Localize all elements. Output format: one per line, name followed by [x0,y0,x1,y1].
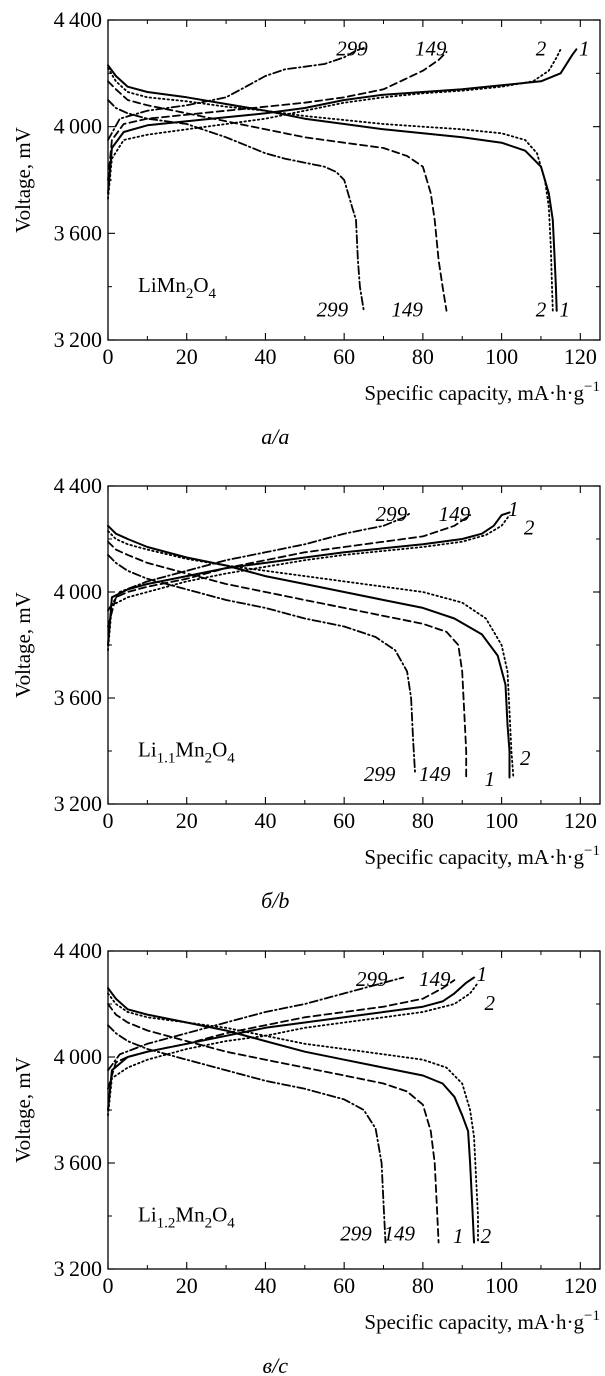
x-tick-label: 40 [254,344,276,369]
series-1-discharge-line [107,524,511,779]
series-2-discharge-line [107,992,479,1244]
series-149-discharge-line [107,540,468,779]
x-tick-label: 20 [176,808,198,833]
material-label: Li1.2Mn2O4 [138,1202,235,1231]
y-tick-label: 3 200 [54,791,102,816]
series-299-discharge-line [107,1024,387,1244]
y-tick-label: 4 400 [54,473,102,498]
x-tick-label: 60 [333,344,355,369]
series-1-discharge-line [107,987,475,1244]
x-tick-label: 80 [412,344,434,369]
curve-label-2-bottom: 2 [536,298,547,322]
series-149-discharge-line [107,1003,440,1244]
series-299-charge-line [107,47,365,141]
x-tick-label: 100 [485,344,518,369]
y-tick-label: 4 400 [54,7,102,32]
curve-label-1-top: 1 [477,962,488,986]
x-tick-label: 120 [564,344,597,369]
curve-label-149-top: 149 [439,502,471,526]
series-1-charge-line [107,48,578,195]
x-tick-label: 0 [103,1273,114,1298]
x-tick-label: 20 [176,344,198,369]
x-axis-label: Specific capacity, mA·h·g−1 [364,1308,600,1334]
panel-caption: в/c [263,1353,289,1376]
chart-panel-2: 0 20 40 60 80 100 120 3 200 3 600 4 000 4 400 Volta… [11,473,601,913]
series-149-discharge-line [107,80,448,312]
curve-label-299-top: 299 [336,36,368,60]
curve-label-2-top: 2 [485,991,496,1015]
y-tick-label: 4 000 [54,1044,102,1069]
curve-label-1-top: 1 [508,497,519,521]
y-tick-label: 4 000 [54,114,102,139]
series-149-charge-line [107,514,471,628]
series-299-charge-line [107,511,412,612]
curve-label-299-bottom: 299 [364,762,396,786]
series-299-discharge-line [107,99,365,312]
curve-label-149-bottom: 149 [391,298,423,322]
curve-label-299-bottom: 299 [340,1222,372,1246]
series-1-discharge-line [107,64,558,312]
x-tick-label: 80 [412,808,434,833]
series-299-discharge-line [107,554,416,774]
curve-label-299-top: 299 [356,967,388,991]
series-149-charge-line [107,51,448,181]
series-2-discharge-line [107,530,515,779]
series-2-charge-line [107,981,479,1117]
x-tick-label: 80 [412,1273,434,1298]
y-tick-label: 4 000 [54,579,102,604]
curve-label-1-top: 1 [579,36,590,60]
material-label: LiMn2O4 [138,273,217,302]
x-tick-label: 0 [103,808,114,833]
curve-label-1-bottom: 1 [559,298,570,322]
x-axis-label: Specific capacity, mA·h·g−1 [364,379,600,405]
series-1-charge-line [107,976,475,1111]
curve-label-2-bottom: 2 [520,746,531,770]
material-label: Li1.1Mn2O4 [138,737,235,766]
y-tick-label: 3 600 [54,685,102,710]
x-tick-label: 120 [564,808,597,833]
series-149-charge-line [107,979,456,1090]
curve-label-2-top: 2 [536,36,547,60]
series-1-charge-line [107,511,511,646]
y-tick-label: 4 400 [54,938,102,963]
curve-label-299-top: 299 [376,502,408,526]
curve-label-149-bottom: 149 [384,1222,416,1246]
x-tick-label: 60 [333,808,355,833]
x-tick-label: 0 [103,344,114,369]
series-2-charge-line [107,514,511,652]
x-axis-label: Specific capacity, mA·h·g−1 [364,843,600,869]
x-tick-label: 40 [254,808,276,833]
x-tick-label: 40 [254,1273,276,1298]
series-2-charge-line [107,48,562,200]
x-tick-label: 60 [333,1273,355,1298]
chart-panel-1: 0 20 40 60 80 100 120 3 200 3 600 4 000 4 400 Volta… [11,7,601,449]
series-299-charge-line [107,976,405,1072]
y-tick-label: 3 200 [54,327,102,352]
curve-label-149-top: 149 [415,36,447,60]
panel-caption: a/a [261,424,289,449]
chart-panel-3: 0 20 40 60 80 100 120 3 200 3 600 4 000 4 400 Volta… [11,938,601,1376]
panel-caption: б/b [261,888,289,913]
curve-label-149-bottom: 149 [419,762,451,786]
y-tick-label: 3 600 [54,1150,102,1175]
x-tick-label: 120 [564,1273,597,1298]
series-2-discharge-line [107,67,554,312]
curve-label-149-top: 149 [419,967,451,991]
x-tick-label: 100 [485,808,518,833]
x-tick-label: 20 [176,1273,198,1298]
curve-label-1-bottom: 1 [485,767,496,791]
curve-label-2-bottom: 2 [481,1224,492,1248]
curve-label-2-top: 2 [524,515,535,539]
curve-label-1-bottom: 1 [453,1224,464,1248]
curve-label-299-bottom: 299 [317,298,349,322]
x-tick-label: 100 [485,1273,518,1298]
y-tick-label: 3 200 [54,1256,102,1281]
y-axis-label: Voltage, mV [11,592,35,698]
y-axis-label: Voltage, mV [11,1057,35,1163]
y-tick-label: 3 600 [54,220,102,245]
y-axis-label: Voltage, mV [11,127,35,233]
